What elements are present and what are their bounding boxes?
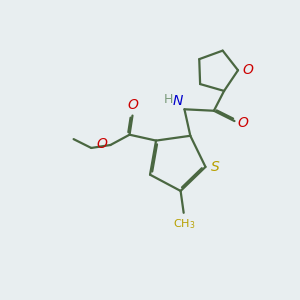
Text: O: O [127,98,138,112]
Text: H: H [164,93,173,106]
Text: S: S [211,160,220,174]
Text: N: N [172,94,183,108]
Text: O: O [97,136,107,151]
Text: O: O [237,116,248,130]
Text: CH$_3$: CH$_3$ [173,217,196,231]
Text: O: O [242,63,253,77]
